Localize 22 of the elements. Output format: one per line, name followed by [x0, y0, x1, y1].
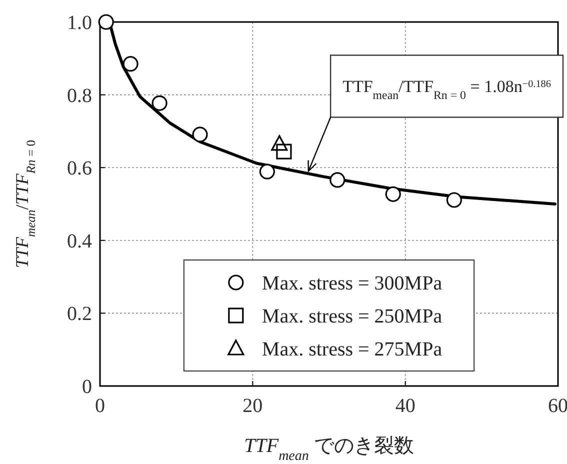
y-tick-label: 0 [82, 376, 92, 398]
point [446, 192, 462, 208]
legend-label: Max. stress = 250MPa [262, 306, 442, 328]
y-tick-label: 0.2 [67, 303, 92, 326]
point [152, 95, 168, 111]
point [385, 186, 401, 202]
annotation: TTF$_{mean}$/TTF$_{Rn = 0}$ = 1.08n$^{−0.186}$ [342, 77, 551, 102]
y-tick-label: 0.8 [67, 84, 92, 107]
y-tick-label: 1.0 [67, 12, 92, 34]
y-tick-label: 0.4 [67, 230, 92, 252]
x-tick-label: 40 [395, 395, 416, 417]
point [122, 56, 138, 72]
legend-label: Max. stress = 275MPa [262, 338, 442, 360]
point [192, 126, 208, 142]
x-tick-label: 20 [242, 395, 263, 417]
x-axis-title: TTF$_{mean}$ でのき裂数 [244, 435, 414, 464]
point [98, 14, 114, 30]
legend-label: Max. stress = 300MPa [262, 272, 442, 294]
y-tick-label: 0.6 [67, 158, 92, 180]
point [330, 172, 346, 188]
x-tick-label: 60 [548, 395, 567, 417]
point [259, 164, 275, 180]
